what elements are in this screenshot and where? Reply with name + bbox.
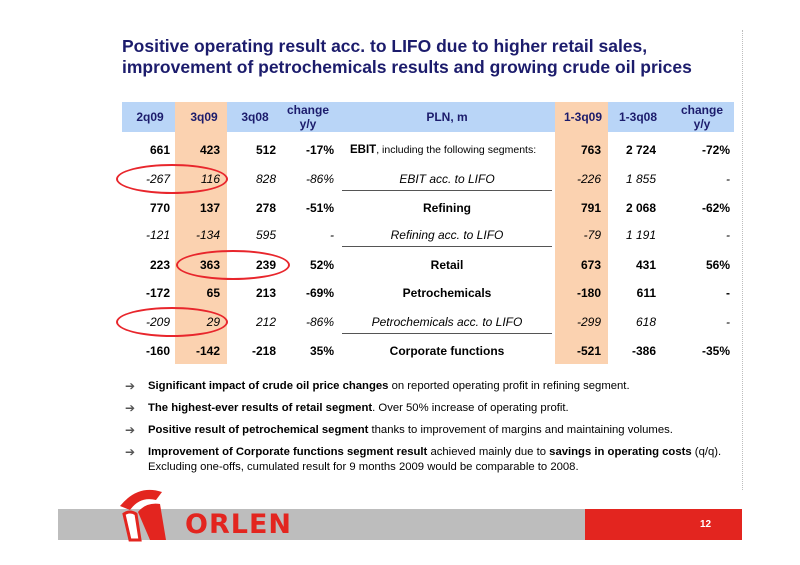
cell-3q08: 213 <box>255 286 276 300</box>
header-1-3q08: 1-3q08 <box>618 110 658 124</box>
cell-change: 35% <box>309 344 334 358</box>
header-2q09: 2q09 <box>136 110 164 124</box>
arrow-right-icon: ➔ <box>125 401 136 415</box>
row-label-corporate: Corporate functions <box>389 344 505 358</box>
cell-change: - <box>330 228 334 242</box>
cell-2q09: 661 <box>149 143 170 157</box>
annotation-oval-retail <box>176 250 290 280</box>
cell-ytdprev: 618 <box>635 315 656 329</box>
header-pln: PLN, m <box>426 110 468 124</box>
cell-ytdprev: 611 <box>636 286 656 300</box>
cell-ytd: -180 <box>576 286 601 300</box>
bullet-list: ➔ Significant impact of crude oil price … <box>122 379 742 482</box>
cell-change: -17% <box>305 143 334 157</box>
title-line-2: improvement of petrochemicals results an… <box>122 57 692 77</box>
row-separator <box>342 333 552 334</box>
cell-change-ytd: - <box>726 228 730 242</box>
header-change-qq: change y/y <box>286 103 329 131</box>
cell-ytd: 763 <box>580 143 601 157</box>
highlight-column-1-3q09 <box>555 102 608 364</box>
cell-ytd: 673 <box>580 258 601 272</box>
row-label-ebit: EBIT, including the following segments: <box>350 144 537 156</box>
cell-change-ytd: - <box>726 315 730 329</box>
row-label-refining-lifo: Refining acc. to LIFO <box>390 228 504 242</box>
cell-2q09: -121 <box>145 228 170 242</box>
cell-change: -86% <box>305 315 334 329</box>
arrow-right-icon: ➔ <box>125 379 136 393</box>
header-change-ytd: change y/y <box>680 103 723 131</box>
cell-3q09: -134 <box>195 228 220 242</box>
slide-title: Positive operating result acc. to LIFO d… <box>122 36 762 78</box>
cell-ytd: -299 <box>576 315 601 329</box>
page-number: 12 <box>700 519 712 530</box>
cell-change-ytd: 56% <box>705 258 730 272</box>
cell-ytd: -521 <box>576 344 601 358</box>
cell-3q09: 137 <box>199 201 220 215</box>
cell-3q08: 212 <box>255 315 276 329</box>
row-label-petrochemicals: Petrochemicals <box>402 286 492 300</box>
divider-line <box>742 30 743 490</box>
cell-3q08: 278 <box>255 201 276 215</box>
cell-ytdprev: 1 855 <box>625 172 656 186</box>
brand-wordmark: ORLEN <box>185 509 292 540</box>
bullet-item: ➔ Significant impact of crude oil price … <box>125 379 630 393</box>
cell-ytd: 791 <box>580 201 601 215</box>
row-label-petrochemicals-lifo: Petrochemicals acc. to LIFO <box>371 315 523 329</box>
row-label-retail: Retail <box>430 258 464 272</box>
header-3q09: 3q09 <box>190 110 218 124</box>
bullet-item: ➔ Improvement of Corporate functions seg… <box>125 445 722 473</box>
cell-change: -86% <box>305 172 334 186</box>
cell-2q09: -172 <box>145 286 170 300</box>
cell-3q09: 423 <box>199 143 220 157</box>
cell-2q09: 223 <box>149 258 170 272</box>
cell-ytdprev: 2 724 <box>625 143 656 157</box>
cell-change: -51% <box>305 201 334 215</box>
cell-change-ytd: -35% <box>701 344 730 358</box>
cell-3q08: -218 <box>251 344 276 358</box>
row-separator <box>342 190 552 191</box>
title-line-1: Positive operating result acc. to LIFO d… <box>122 36 648 56</box>
cell-ytdprev: 2 068 <box>625 201 656 215</box>
orlen-eagle-icon <box>120 489 166 542</box>
bullet-item: ➔ Positive result of petrochemical segme… <box>125 423 673 437</box>
cell-ytdprev: 431 <box>635 258 656 272</box>
cell-change: -69% <box>305 286 334 300</box>
cell-change-ytd: -62% <box>701 201 730 215</box>
cell-3q08: 595 <box>255 228 276 242</box>
row-label-ebit-lifo: EBIT acc. to LIFO <box>399 172 495 186</box>
header-3q08: 3q08 <box>241 110 269 124</box>
row-separator <box>342 246 552 247</box>
annotation-oval-petro-lifo <box>116 307 228 337</box>
cell-2q09: 770 <box>149 201 170 215</box>
row-label-refining: Refining <box>423 201 471 215</box>
annotation-oval-ebit-lifo <box>116 164 228 194</box>
cell-3q09: 65 <box>206 286 220 300</box>
header-1-3q09: 1-3q09 <box>563 110 603 124</box>
cell-ytdprev: 1 191 <box>625 228 656 242</box>
bullet-item: ➔ The highest-ever results of retail seg… <box>125 401 569 415</box>
arrow-right-icon: ➔ <box>125 445 136 459</box>
footer-accent <box>585 509 742 540</box>
cell-3q09: -142 <box>195 344 220 358</box>
cell-change-ytd: - <box>726 172 730 186</box>
cell-ytd: -79 <box>583 228 601 242</box>
cell-change: 52% <box>309 258 334 272</box>
cell-3q08: 512 <box>255 143 276 157</box>
cell-ytdprev: -386 <box>631 344 656 358</box>
cell-ytd: -226 <box>576 172 601 186</box>
cell-change-ytd: - <box>726 286 730 300</box>
arrow-right-icon: ➔ <box>125 423 136 437</box>
cell-2q09: -160 <box>145 344 170 358</box>
cell-change-ytd: -72% <box>701 143 730 157</box>
cell-3q08: 828 <box>255 172 276 186</box>
